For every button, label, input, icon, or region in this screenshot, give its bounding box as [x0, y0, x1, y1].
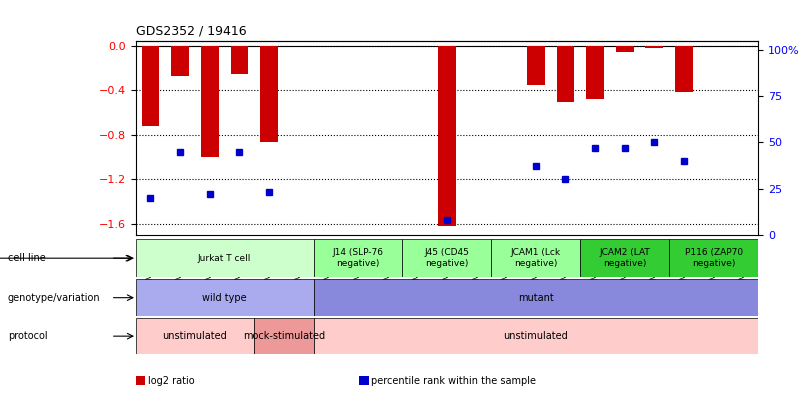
- Bar: [141, 46, 160, 126]
- Text: J45 (CD45
negative): J45 (CD45 negative): [425, 249, 469, 268]
- FancyBboxPatch shape: [314, 279, 758, 316]
- Bar: [438, 46, 456, 226]
- Bar: [616, 46, 634, 51]
- Text: genotype/variation: genotype/variation: [8, 293, 101, 303]
- Bar: [556, 46, 575, 102]
- FancyBboxPatch shape: [402, 239, 492, 277]
- Text: mock-stimulated: mock-stimulated: [243, 331, 325, 341]
- Bar: [587, 46, 604, 99]
- FancyBboxPatch shape: [255, 318, 314, 354]
- FancyBboxPatch shape: [580, 239, 670, 277]
- Text: protocol: protocol: [8, 331, 48, 341]
- Text: Jurkat T cell: Jurkat T cell: [198, 254, 251, 263]
- Text: log2 ratio: log2 ratio: [148, 376, 194, 386]
- Bar: [231, 46, 248, 74]
- Text: wild type: wild type: [202, 293, 247, 303]
- Bar: [527, 46, 545, 85]
- Bar: [201, 46, 219, 157]
- Text: unstimulated: unstimulated: [163, 331, 227, 341]
- Bar: [260, 46, 278, 142]
- Text: JCAM1 (Lck
negative): JCAM1 (Lck negative): [511, 249, 561, 268]
- Bar: [646, 46, 663, 48]
- Text: percentile rank within the sample: percentile rank within the sample: [371, 376, 536, 386]
- FancyBboxPatch shape: [492, 239, 580, 277]
- FancyBboxPatch shape: [314, 239, 402, 277]
- FancyBboxPatch shape: [136, 318, 255, 354]
- Bar: [675, 46, 693, 92]
- FancyBboxPatch shape: [670, 239, 758, 277]
- Bar: [172, 46, 189, 76]
- Text: GDS2352 / 19416: GDS2352 / 19416: [136, 25, 247, 38]
- Text: cell line: cell line: [8, 254, 45, 263]
- Text: P116 (ZAP70
negative): P116 (ZAP70 negative): [685, 249, 743, 268]
- FancyBboxPatch shape: [136, 239, 314, 277]
- FancyBboxPatch shape: [314, 318, 758, 354]
- Text: unstimulated: unstimulated: [504, 331, 568, 341]
- Text: J14 (SLP-76
negative): J14 (SLP-76 negative): [333, 249, 384, 268]
- Text: JCAM2 (LAT
negative): JCAM2 (LAT negative): [599, 249, 650, 268]
- FancyBboxPatch shape: [136, 279, 314, 316]
- Text: mutant: mutant: [518, 293, 554, 303]
